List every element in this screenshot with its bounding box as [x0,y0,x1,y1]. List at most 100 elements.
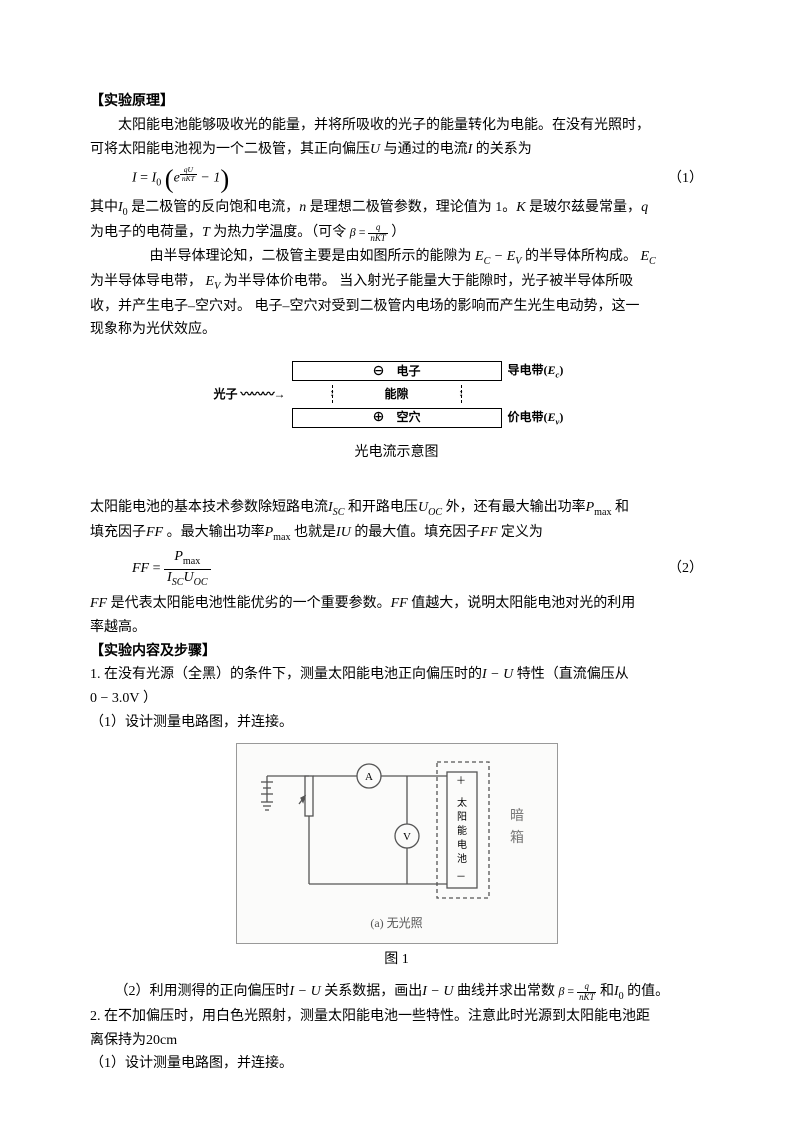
t: 为半导体价电带。 当入射光子能量大于能隙时，光子被半导体所吸 [224,274,634,289]
equation-1: I = I0 (eqUnKT − 1) （1） [90,165,703,192]
para-intro: 太阳能电池能够吸收光的能量，并将所吸收的光子的能量转化为电能。在没有光照时， 可… [90,114,703,162]
t: 为热力学温度。（可令 [213,225,346,240]
gap-label: 能隙 [384,387,408,401]
cell-l4: 电 [457,838,467,851]
para-eq1-desc: 其中I0 是二极管的反向饱和电流，n 是理想二极管参数，理论值为 1。K 是玻尔… [90,196,703,221]
valence-label: 价电带(Ev) [502,407,582,429]
t: 和 [600,984,614,999]
para-semiconductor3: 收，并产生电子–空穴对。 电子–空穴对受到二极管内电场的影响而产生光生电动势，这… [90,295,703,319]
band-caption: 光电流示意图 [90,441,703,465]
eq2-content: FF = PmaxISCUOC [132,550,211,588]
voltmeter-label: V [403,831,411,843]
gap-center: 能隙 [292,384,502,404]
equation-2: FF = PmaxISCUOC （2） [90,550,703,588]
IU-var3: I − U [422,984,453,999]
para-eq1-desc2: 为电子的电荷量，T 为热力学温度。（可令 β = qnKT ） [90,221,703,245]
t: 是代表太阳能电池性能优劣的一个重要参数。 [111,596,391,611]
dist-var: 20cm [146,1033,177,1048]
para-semiconductor2: 为半导体导电带， EV 为半导体价电带。 当入射光子能量大于能隙时，光子被半导体… [90,270,703,295]
cell-plus: ＋ [456,776,466,787]
step-2-1: （1）设计测量电路图，并连接。 [90,1052,703,1076]
eq2-number: （2） [668,557,703,581]
conduction-band: ⊖ 电子 [292,361,502,381]
circuit-diagram: A V ＋ 太 阳 能 电 池 － 暗 箱 (a) 无光照 [236,743,558,944]
t: （2）利用测得的正向偏压时 [115,984,290,999]
gap-row: 光子 〰〰〰→ 能隙 [212,384,582,404]
t: 值越大，说明太阳能电池对光的利用 [411,596,635,611]
t: 的值。 [627,984,669,999]
intro-line2: 可将太阳能电池视为一个二极管，其正向偏压U 与通过的电流I 的关系为 [90,142,532,157]
para-ff2: 填充因子FF 。最大输出功率Pmax 也就是IU 的最大值。填充因子FF 定义为 [90,521,703,546]
band-diagram: ⊖ 电子 导电带(Ec) 光子 〰〰〰→ 能隙 ⊕ 空穴 价电带(Ev) [212,358,582,431]
cell-minus: － [456,872,466,883]
t: 和 [615,500,629,515]
photon-text: 光子 [213,387,237,401]
t: 离保持为 [90,1033,146,1048]
t: 其中 [90,200,118,215]
t: 为半导体导电带， [90,274,202,289]
conduction-label: 导电带(Ec) [502,360,582,382]
cell-l1: 太 [457,796,467,809]
step-1-2: （2）利用测得的正向偏压时I − U 关系数据，画出I − U 曲线并求出常数 … [90,980,703,1005]
ammeter-label: A [365,771,373,783]
t: 1. 在没有光源（全黑）的条件下，测量太阳能电池正向偏压时的 [90,667,482,682]
section-title-steps: 【实验内容及步骤】 [90,640,703,664]
t: 是玻尔兹曼常量， [529,200,641,215]
para-ff3: FF 是代表太阳能电池性能优劣的一个重要参数。FF 值越大，说明太阳能电池对光的… [90,592,703,616]
t: 关系数据，画出 [324,984,422,999]
t: ） [391,225,405,240]
para-ff4: 率越高。 [90,616,703,640]
photon-label: 光子 〰〰〰→ [212,384,292,404]
t: 由半导体理论知，二极管主要是由如图所示的能隙为 [150,249,472,264]
t: 定义为 [501,525,543,540]
t: 。最大输出功率 [167,525,265,540]
intro-line1: 太阳能电池能够吸收光的能量，并将所吸收的光子的能量转化为电能。在没有光照时， [90,114,703,138]
t: 和开路电压 [348,500,418,515]
t: 是理想二极管参数，理论值为 1。 [310,200,517,215]
var-U: U [370,142,380,157]
IU-var: I − U [482,667,513,682]
eq1-number: （1） [668,167,703,191]
t: ） [143,691,157,706]
t: 与通过的电流 [384,142,468,157]
cell-l2: 阳 [457,811,467,823]
valence-band-row: ⊕ 空穴 价电带(Ev) [212,407,582,429]
conduction-band-row: ⊖ 电子 导电带(Ec) [212,360,582,382]
darkbox-l1: 暗 [510,808,524,824]
para-ff1: 太阳能电池的基本技术参数除短路电流ISC 和开路电压UOC 外，还有最大输出功率… [90,496,703,521]
section-title-principle: 【实验原理】 [90,90,703,114]
t: 可将太阳能电池视为一个二极管，其正向偏压 [90,142,370,157]
band-diagram-wrap: ⊖ 电子 导电带(Ec) 光子 〰〰〰→ 能隙 ⊕ 空穴 价电带(Ev) 光电流… [90,358,703,464]
step-1b: 0 − 3.0V ） [90,687,703,711]
t: 外，还有最大输出功率 [446,500,586,515]
t: 的最大值。填充因子 [354,525,480,540]
valence-band: ⊕ 空穴 [292,408,502,428]
t: 的半导体所构成。 [525,249,637,264]
t: 太阳能电池能够吸收光的能量，并将所吸收的光子的能量转化为电能。在没有光照时， [118,118,650,133]
t: 填充因子 [90,525,146,540]
circuit-svg: A V ＋ 太 阳 能 电 池 － 暗 箱 [247,754,547,904]
gap-arrows-icon: 能隙 [332,385,462,403]
t: 是二极管的反向饱和电流， [131,200,299,215]
cell-l5: 池 [457,852,467,865]
cell-l3: 能 [457,824,467,837]
step-1-1: （1）设计测量电路图，并连接。 [90,711,703,735]
t: 特性（直流偏压从 [517,667,629,682]
fig1-caption: 图 1 [90,948,703,972]
range-var: 0 − 3.0V [90,691,140,706]
wave-icon: 〰〰〰 [240,387,273,401]
t: 也就是 [294,525,336,540]
t: 为电子的电荷量， [90,225,202,240]
t: 太阳能电池的基本技术参数除短路电流 [90,500,328,515]
minus1: − 1 [197,171,220,186]
step-1: 1. 在没有光源（全黑）的条件下，测量太阳能电池正向偏压时的I − U 特性（直… [90,663,703,687]
t: 的关系为 [476,142,532,157]
circuit-wrap: A V ＋ 太 阳 能 电 池 － 暗 箱 (a) 无光照 图 1 [90,743,703,972]
eq1-content: I = I0 (eqUnKT − 1) [132,165,229,192]
var-I: I [468,142,473,157]
step-2b: 离保持为20cm [90,1029,703,1053]
t: 曲线并求出常数 [457,984,555,999]
fig1-subcaption: (a) 无光照 [247,913,547,933]
IU-var2: I − U [290,984,321,999]
darkbox-l2: 箱 [510,830,524,846]
